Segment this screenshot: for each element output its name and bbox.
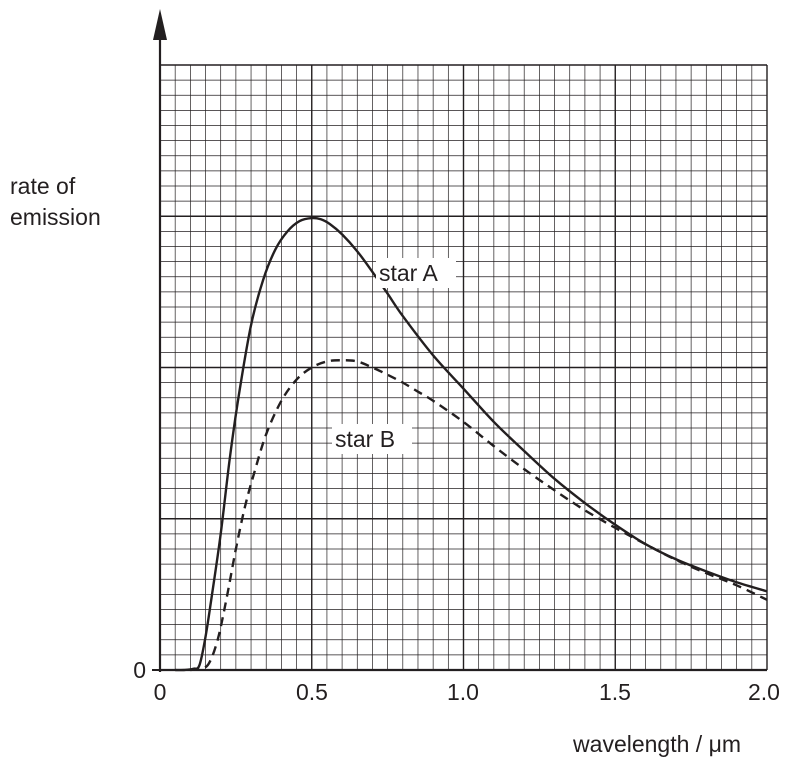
curves [175, 216, 768, 672]
series-label-star-b-background [332, 424, 412, 454]
series-label-star-b: star B [332, 424, 412, 454]
series-label-star-a-text: star A [379, 260, 438, 286]
series-label-star-a-background [376, 258, 456, 288]
y-axis-label-line-2: emission [10, 204, 101, 230]
y-axis-label-line-1: rate of [10, 173, 76, 199]
major-grid [160, 64, 768, 670]
x-axis-label: wavelength / μm [572, 731, 741, 757]
x-tick-label-0: 0 [154, 679, 167, 705]
series-label-star-b-text: star B [335, 426, 395, 452]
series-line-star-b [190, 359, 768, 672]
x-tick-label-0-5: 0.5 [296, 679, 328, 705]
series-line-star-a [175, 216, 768, 672]
x-tick-label-1-0: 1.0 [447, 679, 479, 705]
x-tick-label-2-0: 2.0 [748, 679, 780, 705]
y-tick-label-zero: 0 [133, 657, 146, 683]
x-tick-label-1-5: 1.5 [599, 679, 631, 705]
series-label-star-a: star A [376, 258, 456, 288]
y-axis-arrowhead [153, 9, 167, 40]
axes [152, 9, 767, 672]
